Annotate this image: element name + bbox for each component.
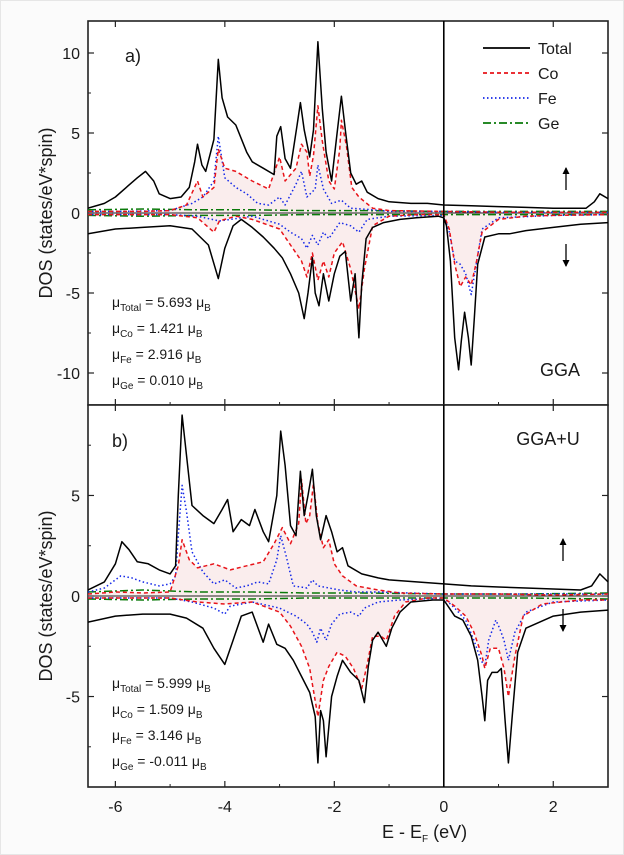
spin-down-arrow-icon — [559, 625, 567, 632]
y-tick-label: 10 — [62, 46, 80, 63]
moment-co: μCo = 1.509 μB — [112, 701, 203, 721]
spin-down-arrow-icon — [562, 260, 570, 267]
series-total-down — [88, 599, 608, 764]
series-total-up — [88, 41, 608, 209]
y-tick-label: 0 — [71, 589, 80, 606]
spin-up-arrow-icon — [562, 167, 570, 174]
x-tick-label: -4 — [218, 799, 232, 816]
y-tick-label: 0 — [71, 206, 80, 223]
y-axis-title: DOS (states/eV*spin) — [36, 127, 56, 298]
series-co-down — [88, 597, 608, 718]
x-tick-label: -2 — [327, 799, 341, 816]
y-tick-label: 5 — [71, 126, 80, 143]
moment-co: μCo = 1.421 μB — [112, 320, 203, 340]
panel-label: a) — [125, 46, 141, 66]
x-tick-label: 2 — [549, 799, 558, 816]
co-fill-up — [88, 479, 608, 596]
co-fill-down — [88, 213, 608, 309]
series-fe-up — [88, 135, 608, 213]
method-label: GGA+U — [516, 429, 580, 449]
moment-ge: μGe = 0.010 μB — [112, 372, 203, 392]
y-tick-label: -5 — [66, 286, 80, 303]
co-fill-down — [88, 596, 608, 717]
panel-a: -10 -5 0 5 10 a) GGA μTotal = 5.693 μB μCo = 1.4… — [36, 20, 609, 406]
moment-total: μTotal = 5.999 μB — [112, 675, 211, 695]
moment-ge: μGe = -0.011 μB — [112, 753, 207, 773]
x-tick-label: -6 — [108, 799, 122, 816]
moment-fe: μFe = 3.146 μB — [112, 727, 202, 747]
method-label: GGA — [540, 360, 580, 380]
legend-label-co: Co — [538, 66, 559, 83]
series-total-down — [88, 215, 608, 371]
y-tick-label: -5 — [66, 690, 80, 707]
series-co-up — [88, 105, 608, 213]
panel-b: -5 0 5 -6 -4 -2 0 2 b) GGA+U μTotal = 5.999 μB μCo … — [36, 404, 609, 816]
moment-fe: μFe = 2.916 μB — [112, 346, 202, 366]
legend-label-fe: Fe — [538, 91, 557, 108]
series-fe-down — [88, 213, 608, 296]
y-axis-title: DOS (states/eV*spin) — [36, 510, 56, 681]
series-group — [88, 41, 608, 371]
series-co-up — [88, 478, 608, 596]
y-tick-label: -10 — [57, 366, 80, 383]
co-fill-up — [88, 105, 608, 213]
legend-label-ge: Ge — [538, 116, 559, 133]
series-fe-down — [88, 597, 608, 668]
series-total-up — [88, 414, 608, 591]
x-axis-label: E - EF (eV) — [382, 822, 467, 845]
y-tick-label: 5 — [71, 488, 80, 505]
legend: Total Co Fe Ge — [483, 41, 572, 133]
panel-label: b) — [112, 431, 128, 451]
moment-total: μTotal = 5.693 μB — [112, 294, 211, 314]
spin-up-arrow-icon — [559, 538, 567, 545]
x-axis-title: E - EF (eV) — [382, 822, 467, 845]
series-group — [88, 414, 608, 764]
legend-label-total: Total — [538, 41, 572, 58]
x-tick-label: 0 — [439, 799, 448, 816]
